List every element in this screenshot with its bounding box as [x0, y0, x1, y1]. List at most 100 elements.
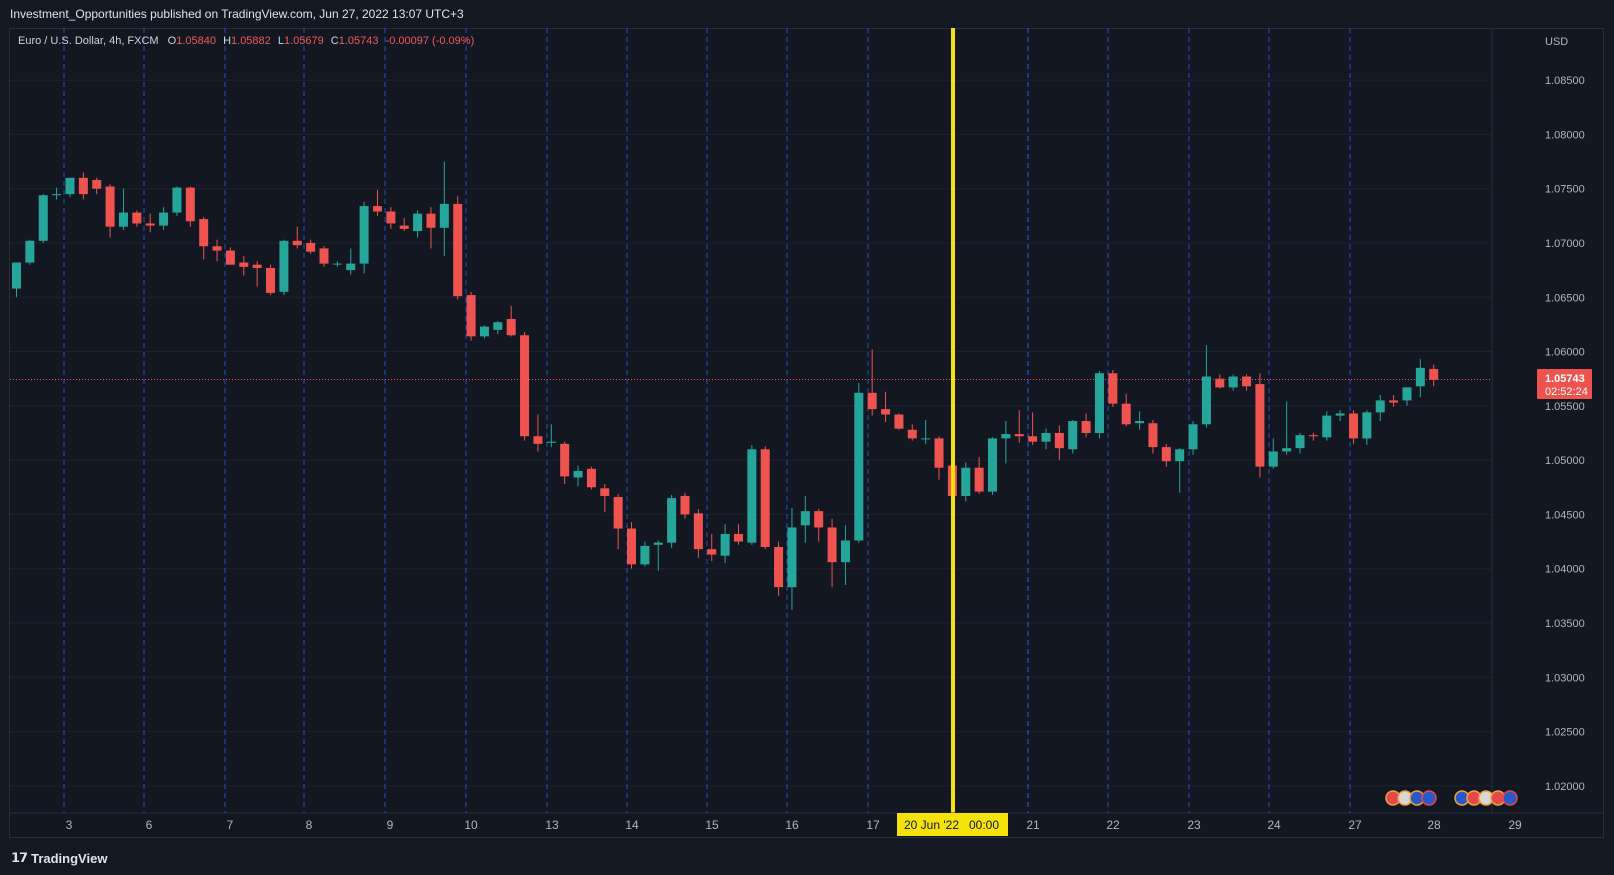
low-value: 1.05679 — [283, 35, 324, 47]
candles — [12, 161, 1439, 610]
candle-body — [1268, 451, 1278, 467]
publish-line: Investment_Opportunities published on Tr… — [10, 7, 464, 21]
candle-body — [1081, 421, 1091, 433]
candle-body — [386, 211, 396, 224]
candle-body — [453, 203, 463, 297]
time-tick-label: 17 — [866, 818, 880, 832]
time-tick-label: 22 — [1106, 818, 1120, 832]
candle-body — [1148, 423, 1158, 448]
candle-body — [38, 195, 48, 241]
candle-body — [961, 467, 971, 496]
candle-body — [118, 212, 128, 227]
candle-body — [1188, 424, 1198, 450]
time-tick-label: 16 — [785, 818, 799, 832]
time-tick-label: 21 — [1026, 818, 1040, 832]
footer: 𝟭𝟳 TradingView — [0, 840, 1614, 875]
candle-body — [867, 392, 877, 410]
candle-body — [92, 180, 102, 189]
symbol-description[interactable]: Euro / U.S. Dollar, 4h, FXCM — [18, 35, 159, 47]
candle-body — [279, 240, 289, 292]
candle-body — [413, 213, 423, 232]
candle-body — [399, 225, 409, 229]
candle-body — [439, 203, 449, 228]
price-tick-label: 1.04000 — [1545, 564, 1585, 576]
candle-body — [372, 206, 382, 212]
close-label: C — [330, 35, 339, 47]
candle-body — [1402, 387, 1412, 401]
time-axis[interactable]: 3 6 7 8 9 10 13 14 15 16 17 21 22 23 24 27 28 29 — [66, 818, 1522, 832]
open-value: 1.05840 — [176, 35, 216, 47]
low-label: L — [277, 35, 284, 47]
eu-flag-icon[interactable] — [1502, 790, 1518, 806]
candle-body — [640, 545, 650, 565]
price-axis[interactable]: 1.08500 1.08000 1.07500 1.07000 1.06500 1.060… — [1545, 75, 1585, 793]
candle-body — [1161, 447, 1171, 462]
candle-body — [1201, 376, 1211, 425]
candle-body — [1242, 376, 1252, 387]
event-flags[interactable] — [1385, 790, 1518, 806]
price-tick-label: 1.04500 — [1545, 509, 1585, 521]
price-tick-label: 1.03500 — [1545, 618, 1585, 630]
price-countdown: 02:52:24 — [1545, 386, 1588, 398]
publish-header: Investment_Opportunities published on Tr… — [0, 0, 1614, 28]
candle-body — [132, 212, 142, 224]
candle-body — [1014, 434, 1024, 437]
change-value: -0.00097 (-0.09%) — [385, 35, 475, 47]
candle-body — [506, 318, 516, 336]
candle-body — [747, 449, 757, 543]
high-label: H — [223, 35, 232, 47]
chart-frame[interactable] — [9, 28, 1604, 838]
candle-body — [1308, 435, 1318, 437]
brand-name: TradingView — [31, 850, 108, 866]
candle-body — [1228, 376, 1238, 388]
current-price-badge: 1.05743 02:52:24 — [1537, 369, 1592, 399]
candle-body — [25, 240, 35, 263]
candle-body — [1429, 368, 1439, 380]
price-tick-label: 1.02500 — [1545, 727, 1585, 739]
time-tick-label: 23 — [1187, 818, 1201, 832]
price-tick-label: 1.02000 — [1545, 781, 1585, 793]
candle-body — [78, 177, 88, 195]
candle-body — [105, 186, 115, 227]
candle-body — [827, 527, 837, 563]
tradingview-logo[interactable]: 𝟭𝟳 TradingView — [11, 850, 107, 866]
candle-body — [787, 527, 797, 588]
candle-body — [1322, 415, 1332, 438]
price-tick-label: 1.06500 — [1545, 292, 1585, 304]
candle-body — [1054, 432, 1064, 449]
price-tick-label: 1.06000 — [1545, 347, 1585, 359]
price-tick-label: 1.07000 — [1545, 238, 1585, 250]
candle-body — [52, 194, 62, 196]
candle-body — [1295, 435, 1305, 449]
candle-body — [680, 495, 690, 515]
candle-body — [560, 443, 570, 477]
candle-body — [1255, 384, 1265, 467]
candle-body — [239, 262, 249, 267]
time-tick-label: 14 — [625, 818, 639, 832]
candle-body — [199, 219, 209, 247]
candle-body — [600, 488, 610, 496]
time-tick-label: 8 — [306, 818, 313, 832]
candle-body — [988, 438, 998, 492]
ohlc-legend: Euro / U.S. Dollar, 4h, FXCM O1.05840 H1… — [18, 33, 474, 49]
high-value: 1.05882 — [231, 35, 271, 47]
crosshair-time-label: 20 Jun '22 00:00 — [904, 818, 999, 832]
candle-body — [1094, 373, 1104, 433]
candle-body — [1175, 449, 1185, 462]
currency-label: USD — [1545, 36, 1568, 48]
current-price-value: 1.05743 — [1545, 373, 1585, 385]
eu-flag-icon[interactable] — [1421, 790, 1437, 806]
candle-body — [693, 513, 703, 550]
candle-body — [1389, 400, 1399, 403]
candle-body — [319, 248, 329, 264]
candle-body — [653, 542, 663, 545]
candle-body — [733, 533, 743, 542]
candle-body — [1028, 436, 1038, 442]
candle-body — [466, 295, 476, 337]
candle-body — [252, 264, 262, 268]
time-tick-label: 10 — [464, 818, 478, 832]
candle-body — [1282, 448, 1292, 452]
time-tick-label: 15 — [705, 818, 719, 832]
candle-body — [292, 240, 302, 246]
